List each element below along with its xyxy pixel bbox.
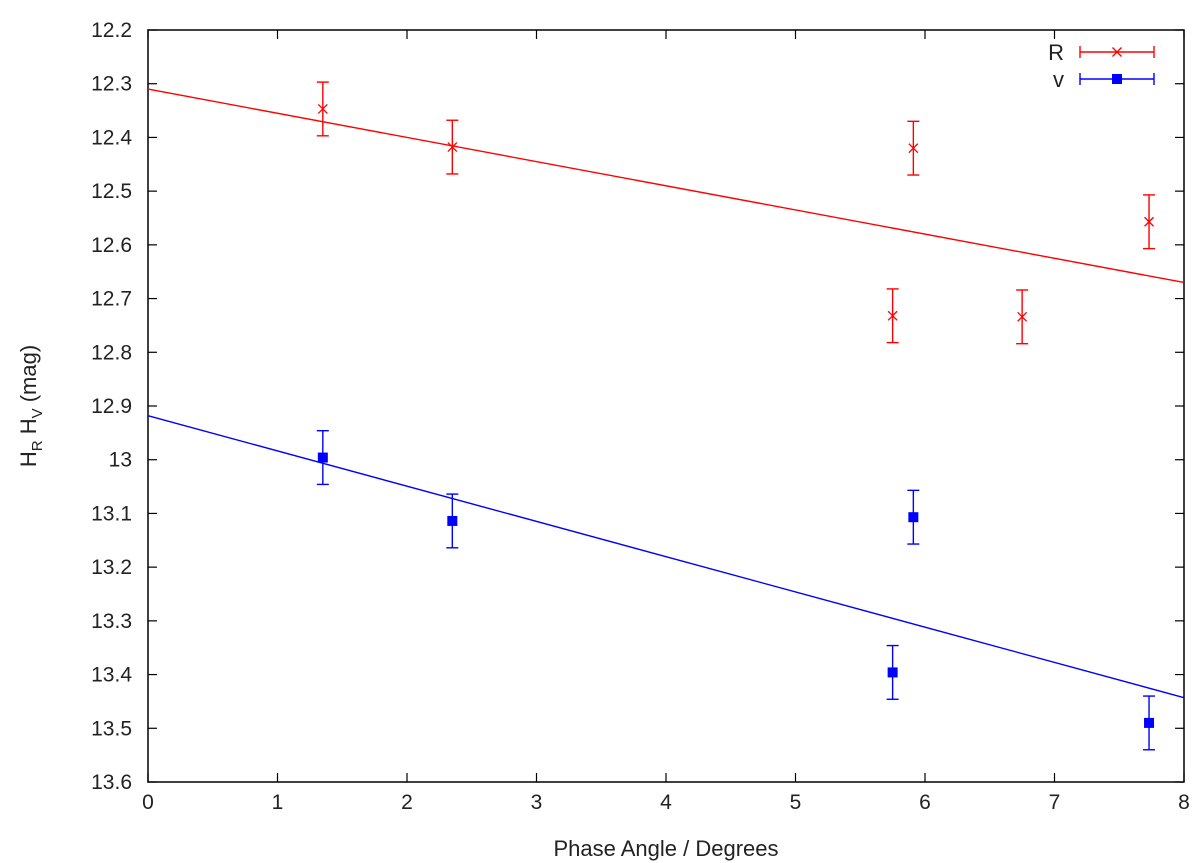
y-tick-label: 12.4 xyxy=(91,126,132,149)
y-tick-label: 13.2 xyxy=(91,556,132,579)
x-tick-label: 1 xyxy=(272,791,284,814)
data-point-r xyxy=(908,143,919,154)
y-tick-label: 12.2 xyxy=(91,19,132,42)
cross-stroke xyxy=(447,142,458,153)
data-point-r xyxy=(1144,216,1154,227)
y-tick-labels: 12.2 12.3 12.4 12.5 12.6 12.7 12.8 12.9 13 13.1 13… xyxy=(91,19,132,794)
fit-line-v xyxy=(147,414,1185,699)
ticks xyxy=(147,29,1185,783)
data-point-v xyxy=(447,515,458,526)
y-tick-label: 13.3 xyxy=(91,610,132,633)
cross-stroke xyxy=(1017,311,1028,322)
y-axis-title-sub-v: V xyxy=(29,408,46,418)
data-point-v xyxy=(887,667,898,678)
data-point-v xyxy=(317,452,328,463)
data-point-v xyxy=(908,512,919,523)
x-tick-label: 3 xyxy=(531,791,543,814)
data-point-r xyxy=(1017,311,1028,322)
x-tick-label: 0 xyxy=(142,791,154,814)
legend-label-r: R xyxy=(1048,40,1064,65)
data-point-r xyxy=(887,310,898,321)
y-axis-title: HR HV (mag) xyxy=(16,345,46,467)
y-tick-label: 13.1 xyxy=(91,502,132,525)
y-tick-label: 12.9 xyxy=(91,395,132,418)
cross-stroke xyxy=(1144,216,1154,227)
x-axis-title: Phase Angle / Degrees xyxy=(553,836,778,861)
y-axis-title-h1: H xyxy=(16,451,41,467)
y-axis-title-sub-r: R xyxy=(29,440,46,451)
series-v xyxy=(147,414,1185,751)
legend: R v xyxy=(1048,40,1155,92)
y-tick-label: 12.3 xyxy=(91,73,132,96)
x-tick-label: 4 xyxy=(660,791,672,814)
y-axis-title-unit: (mag) xyxy=(16,345,41,409)
y-tick-label: 12.8 xyxy=(91,341,132,364)
data-point-r xyxy=(317,104,328,114)
y-axis-title-h2: H xyxy=(16,418,41,440)
cross-stroke xyxy=(887,310,898,321)
legend-marker xyxy=(1112,47,1122,57)
x-tick-label: 2 xyxy=(401,791,413,814)
series-r xyxy=(147,81,1185,345)
legend-label-v: v xyxy=(1053,67,1064,92)
fit-line-r xyxy=(147,88,1185,284)
x-tick-label: 7 xyxy=(1049,791,1061,814)
x-tick-label: 5 xyxy=(790,791,802,814)
y-tick-label: 13.5 xyxy=(91,717,132,740)
data-point-v xyxy=(1144,717,1155,728)
cross-stroke xyxy=(908,143,919,154)
y-tick-label: 13 xyxy=(109,449,132,472)
legend-marker xyxy=(1112,74,1122,84)
y-tick-label: 12.5 xyxy=(91,180,132,203)
plot-area xyxy=(147,29,1185,783)
x-tick-label: 6 xyxy=(919,791,931,814)
y-tick-label: 12.7 xyxy=(91,288,132,311)
series-group xyxy=(147,81,1185,751)
y-tick-label: 12.6 xyxy=(91,234,132,257)
legend-sample-v xyxy=(1079,73,1155,85)
x-tick-labels: 0 1 2 3 4 5 6 7 8 xyxy=(142,791,1190,814)
plot-frame xyxy=(147,29,1185,783)
x-tick-label: 8 xyxy=(1178,791,1190,814)
y-tick-label: 13.4 xyxy=(91,664,132,687)
data-point-r xyxy=(447,142,458,153)
legend-sample-r xyxy=(1079,46,1155,58)
y-tick-label: 13.6 xyxy=(91,771,132,794)
cross-stroke xyxy=(317,104,328,114)
